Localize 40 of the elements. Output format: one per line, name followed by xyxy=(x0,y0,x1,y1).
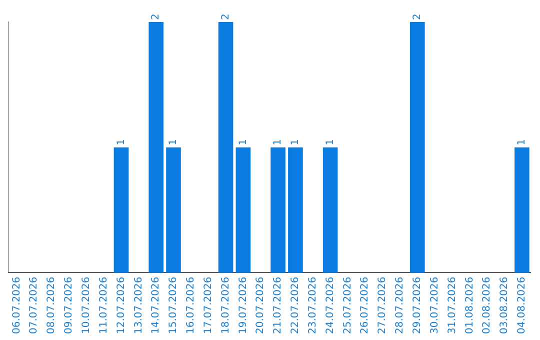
data-label: 1 xyxy=(238,138,249,146)
data-label: 1 xyxy=(116,138,127,146)
x-tick-label: 27.07.2026 xyxy=(377,276,388,334)
x-tick-label: 24.07.2026 xyxy=(324,276,336,334)
x-tick-label: 28.07.2026 xyxy=(394,276,406,334)
x-tick-label: 25.07.2026 xyxy=(342,276,354,334)
x-tick-label: 31.07.2026 xyxy=(446,276,458,334)
data-label: 2 xyxy=(412,14,423,20)
data-label: 1 xyxy=(272,138,284,146)
x-tick-label: 11.07.2026 xyxy=(98,276,110,334)
x-tick-label: 10.07.2026 xyxy=(80,276,92,334)
x-tick-label: 01.08.2026 xyxy=(464,276,476,334)
x-tick-label: 04.08.2026 xyxy=(516,276,528,334)
x-tick-label: 06.07.2026 xyxy=(11,276,22,334)
x-tick-label: 21.07.2026 xyxy=(272,276,284,334)
x-tick-label: 29.07.2026 xyxy=(412,276,423,334)
data-label: 1 xyxy=(516,138,528,146)
x-tick-label: 19.07.2026 xyxy=(238,276,249,334)
x-tick-label: 17.07.2026 xyxy=(202,276,214,334)
x-tick-label: 08.07.2026 xyxy=(46,276,58,334)
x-tick-label: 14.07.2026 xyxy=(150,276,162,334)
x-tick-label: 07.07.2026 xyxy=(28,276,40,334)
x-tick-label: 13.07.2026 xyxy=(133,276,144,334)
x-tick-label: 18.07.2026 xyxy=(220,276,232,334)
x-tick-label: 09.07.2026 xyxy=(64,276,75,334)
x-tick-label: 15.07.2026 xyxy=(168,276,180,334)
x-tick-label: 30.07.2026 xyxy=(429,276,440,334)
x-tick-label: 26.07.2026 xyxy=(360,276,371,334)
data-label: 2 xyxy=(150,14,162,20)
data-label: 1 xyxy=(168,138,180,146)
data-label: 2 xyxy=(220,14,232,20)
data-label: 1 xyxy=(324,138,336,146)
x-tick-label: 20.07.2026 xyxy=(255,276,266,334)
x-tick-label: 23.07.2026 xyxy=(307,276,318,334)
x-tick-label: 12.07.2026 xyxy=(116,276,127,334)
x-tick-label: 16.07.2026 xyxy=(186,276,197,334)
x-tick-label: 02.08.2026 xyxy=(482,276,493,334)
x-tick-label: 22.07.2026 xyxy=(290,276,302,334)
data-label: 1 xyxy=(290,138,302,146)
x-tick-label: 03.08.2026 xyxy=(499,276,510,334)
